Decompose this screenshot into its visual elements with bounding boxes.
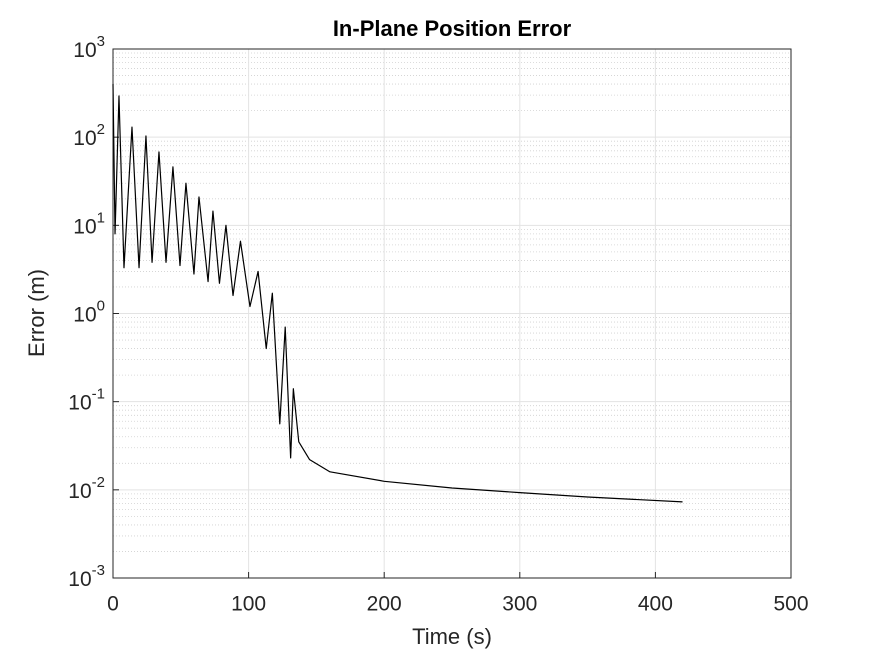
x-axis-label: Time (s) xyxy=(412,624,492,649)
chart-title: In-Plane Position Error xyxy=(333,16,572,41)
x-tick-label: 0 xyxy=(107,593,119,616)
y-tick-label: 103 xyxy=(73,33,105,62)
y-axis-label: Error (m) xyxy=(24,269,49,357)
y-tick-label: 10-1 xyxy=(68,386,105,415)
x-tick-label: 300 xyxy=(502,593,537,616)
axes-box xyxy=(112,48,792,579)
data-line xyxy=(112,84,683,503)
y-tick-label: 101 xyxy=(73,209,105,238)
y-tick-label: 100 xyxy=(73,297,105,326)
x-tick-label: 500 xyxy=(773,593,808,616)
y-tick-label: 10-2 xyxy=(68,474,105,503)
y-tick-label: 10-3 xyxy=(68,562,105,591)
x-tick-label: 100 xyxy=(231,593,266,616)
x-tick-label: 200 xyxy=(367,593,402,616)
y-tick-label: 102 xyxy=(73,121,105,150)
x-tick-label: 400 xyxy=(638,593,673,616)
